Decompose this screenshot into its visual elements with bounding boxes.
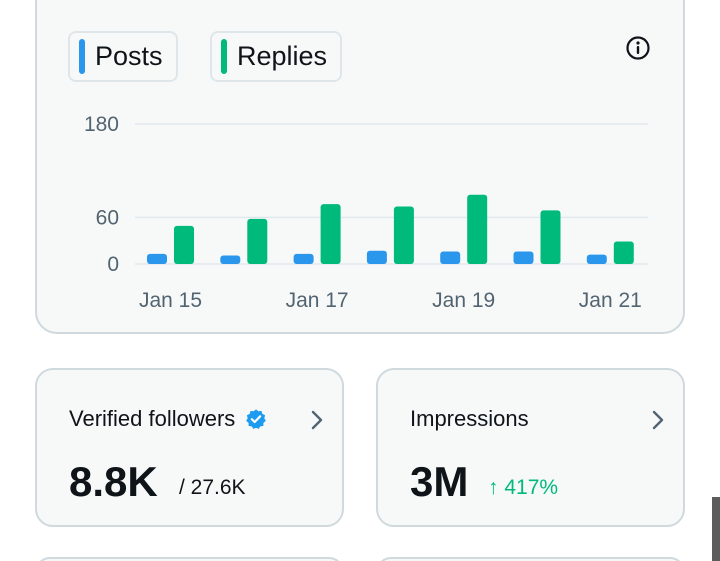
- x-tick-label: Jan 21: [579, 289, 642, 312]
- legend-replies-label: Replies: [237, 41, 328, 71]
- replies-bar-jan-21[interactable]: [613, 241, 634, 264]
- chevron-right-icon[interactable]: [649, 408, 667, 432]
- posts-bar-jan-21[interactable]: [586, 254, 607, 264]
- impressions-title: Impressions: [410, 406, 529, 432]
- replies-bar-jan-18[interactable]: [393, 206, 414, 264]
- total-followers-value: / 27.6K: [179, 476, 246, 499]
- verified-followers-value: 8.8K: [69, 458, 158, 505]
- bars: [147, 194, 634, 264]
- impressions-card[interactable]: Impressions 3M ↑ 417%: [376, 368, 685, 527]
- verified-followers-card[interactable]: Verified followers 8.8K / 27.6K: [35, 368, 344, 527]
- replies-bar-jan-19[interactable]: [467, 194, 488, 264]
- posts-bar-jan-19[interactable]: [440, 251, 461, 264]
- posts-bar-jan-17[interactable]: [293, 253, 314, 264]
- replies-swatch: [221, 39, 227, 74]
- legend-posts-label: Posts: [95, 41, 163, 71]
- posts-bar-jan-15[interactable]: [147, 253, 167, 264]
- bar-chart: 0 60 180 Jan 15 Jan 17 Jan 19 Jan 21: [84, 113, 648, 312]
- impressions-value: 3M: [410, 458, 469, 505]
- replies-bar-jan-17[interactable]: [320, 204, 341, 264]
- impressions-change: ↑ 417%: [488, 476, 559, 499]
- y-axis-ticks: 0 60 180: [84, 113, 119, 276]
- chevron-right-icon[interactable]: [308, 408, 326, 432]
- y-tick-label: 180: [84, 113, 119, 136]
- scrollbar-thumb[interactable]: [712, 497, 720, 561]
- posts-bar-jan-18[interactable]: [366, 250, 387, 264]
- replies-bar-jan-16[interactable]: [247, 218, 268, 264]
- posts-swatch: [79, 39, 85, 74]
- posts-bar-jan-16[interactable]: [220, 255, 241, 264]
- y-tick-label: 0: [107, 253, 119, 276]
- verified-followers-title: Verified followers: [69, 406, 267, 432]
- impressions-label: Impressions: [410, 406, 529, 431]
- replies-bar-jan-20[interactable]: [540, 210, 561, 264]
- legend-replies[interactable]: Replies: [210, 31, 342, 82]
- verified-badge-icon: [246, 409, 267, 429]
- x-axis-ticks: Jan 15 Jan 17 Jan 19 Jan 21: [139, 289, 642, 312]
- verified-followers-label: Verified followers: [69, 406, 236, 431]
- x-tick-label: Jan 17: [286, 289, 349, 312]
- legend-posts[interactable]: Posts: [68, 31, 178, 82]
- x-tick-label: Jan 19: [432, 289, 495, 312]
- grid-lines: [135, 123, 648, 265]
- replies-bar-jan-15[interactable]: [174, 225, 194, 264]
- next-stat-card[interactable]: [35, 557, 344, 561]
- x-tick-label: Jan 15: [139, 289, 202, 312]
- next-stat-card[interactable]: [376, 557, 685, 561]
- info-icon[interactable]: [625, 35, 651, 61]
- y-tick-label: 60: [96, 206, 119, 229]
- posts-bar-jan-20[interactable]: [513, 251, 534, 264]
